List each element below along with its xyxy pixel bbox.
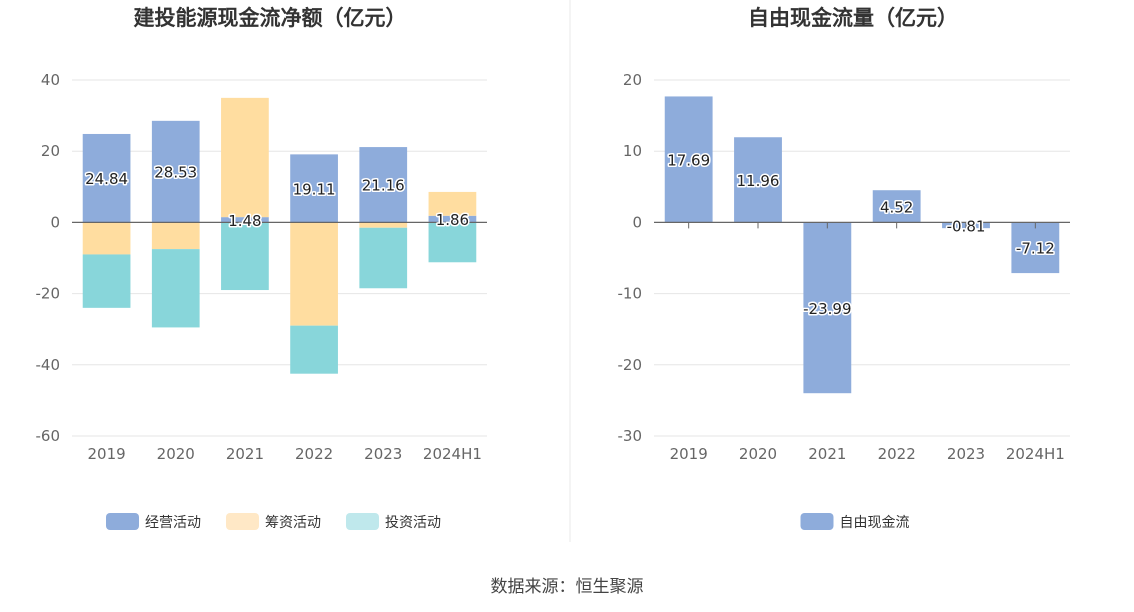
- left-legend-label: 经营活动: [145, 515, 201, 531]
- right-y-tick-label: -10: [618, 285, 643, 303]
- right-data-labels: 17.69 11.96 -23.99 4.52 -0.81 -7.12: [666, 150, 1057, 319]
- left-legend-label: 投资活动: [385, 515, 441, 531]
- left-bar-2-5: [428, 222, 477, 263]
- left-y-tick-label: 40: [41, 71, 60, 89]
- left-legend-swatch: [226, 513, 259, 530]
- left-bar-1-3: [290, 222, 338, 326]
- left-x-tick-label: 2020: [157, 445, 195, 463]
- left-x-tick-label: 2019: [87, 445, 125, 463]
- right-zero-axis: [654, 221, 1070, 229]
- left-x-axis-ticks: 2019 2020 2021 2022 2023 2024H1: [87, 445, 481, 463]
- right-bar-0-1: [734, 137, 782, 223]
- right-x-tick-label: 2019: [670, 445, 708, 463]
- right-y-tick-label: 10: [623, 142, 642, 160]
- right-legend: 自由现金流: [800, 513, 910, 531]
- left-bar-0-3: [290, 154, 338, 223]
- right-y-tick-label: -30: [618, 427, 643, 445]
- left-data-label: 24.84: [85, 170, 128, 188]
- left-bar-2-3: [290, 325, 338, 374]
- right-bar-0-2: [803, 222, 852, 394]
- right-y-axis-ticks: 20 10 0 -10 -20 -30: [618, 71, 643, 445]
- left-x-tick-label: 2023: [364, 445, 402, 463]
- left-bar-1-0: [82, 222, 131, 255]
- left-y-axis-ticks: 40 20 0 -20 -40 -60: [36, 71, 61, 445]
- right-bar-0-3: [872, 190, 921, 223]
- left-data-label: 19.11: [293, 180, 336, 198]
- left-bar-1-1: [151, 222, 200, 250]
- right-data-label: -23.99: [803, 300, 851, 318]
- left-y-tick-label: -60: [36, 427, 61, 445]
- left-y-tick-label: 0: [50, 213, 60, 231]
- left-legend: 经营活动 筹资活动 投资活动: [106, 513, 441, 531]
- left-bar-2-1: [151, 249, 200, 328]
- left-bar-2-0: [82, 254, 131, 308]
- right-data-label: -7.12: [1016, 240, 1055, 258]
- left-bar-1-2: [221, 97, 269, 218]
- right-legend-label: 自由现金流: [840, 515, 910, 531]
- left-legend-swatch: [106, 513, 139, 530]
- left-bar-0-0: [82, 133, 131, 223]
- right-bar-0-5: [1011, 222, 1060, 274]
- left-bar-0-4: [359, 147, 408, 223]
- right-x-tick-label: 2024H1: [1006, 445, 1065, 463]
- left-x-tick-label: 2022: [295, 445, 333, 463]
- left-bar-0-2: [221, 217, 269, 223]
- right-y-tick-label: 20: [623, 71, 642, 89]
- left-legend-label: 筹资活动: [265, 514, 321, 531]
- left-y-tick-label: -40: [36, 356, 61, 374]
- left-bar-1-5: [428, 191, 477, 216]
- left-data-labels: 24.84 28.53 1.48 19.11 21.16 1.86: [84, 162, 471, 231]
- right-x-tick-label: 2022: [878, 445, 916, 463]
- left-data-label: 28.53: [154, 164, 197, 182]
- right-bars: [664, 96, 1060, 394]
- left-data-label: 1.48: [228, 212, 261, 230]
- left-x-tick-label: 2024H1: [423, 445, 482, 463]
- left-y-tick-label: 20: [41, 142, 60, 160]
- right-data-label: 11.96: [737, 172, 780, 190]
- right-data-label: 4.52: [880, 198, 913, 216]
- left-y-tick-label: -20: [36, 285, 61, 303]
- right-y-tick-label: 0: [632, 213, 642, 231]
- left-bar-1-4: [359, 222, 408, 228]
- cash-flow-net-chart: 建投能源现金流净额（亿元） 40 20 0 -20 -40 -60 24.84 28.53 1…: [36, 6, 487, 531]
- left-x-tick-label: 2021: [226, 445, 264, 463]
- right-legend-swatch: [800, 513, 834, 530]
- free-cash-flow-chart: 自由现金流量（亿元） 20 10 0 -10 -20 -30 17.69 11.96 -23.…: [618, 6, 1070, 531]
- right-gridlines: [654, 79, 1070, 437]
- left-legend-swatch: [346, 513, 379, 530]
- right-x-tick-label: 2021: [808, 445, 846, 463]
- right-data-label: 17.69: [667, 151, 710, 169]
- left-bar-0-5: [428, 215, 477, 223]
- left-bar-2-4: [359, 227, 408, 289]
- left-data-label: 21.16: [362, 177, 405, 195]
- right-x-axis-ticks: 2019 2020 2021 2022 2023 2024H1: [670, 445, 1065, 463]
- left-bar-0-1: [151, 120, 200, 223]
- left-bars: [82, 97, 477, 374]
- left-bar-2-2: [221, 222, 269, 291]
- left-data-label: 1.86: [436, 211, 469, 229]
- left-chart-title: 建投能源现金流净额（亿元）: [134, 6, 407, 30]
- right-data-label: -0.81: [947, 217, 986, 235]
- right-y-tick-label: -20: [618, 356, 643, 374]
- right-chart-title: 自由现金流量（亿元）: [748, 6, 958, 30]
- right-x-tick-label: 2020: [739, 445, 777, 463]
- right-x-tick-label: 2023: [947, 445, 985, 463]
- left-gridlines: [72, 79, 487, 437]
- right-bar-0-0: [664, 96, 713, 223]
- data-source-note: 数据来源：恒生聚源: [491, 577, 644, 597]
